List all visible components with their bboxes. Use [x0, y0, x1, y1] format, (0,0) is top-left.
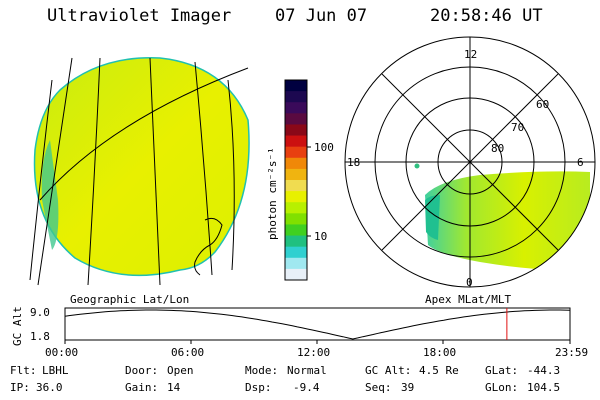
dsp-label: Dsp: [245, 381, 272, 394]
mode-label: Mode: [245, 364, 279, 377]
colorbar-unit: photon cm⁻²s⁻¹ [266, 147, 279, 240]
ip-value: 36.0 [36, 381, 63, 394]
glon-label: GLon: [485, 381, 519, 394]
lat-label-70: 70 [511, 121, 525, 134]
colorbar-swatch [285, 124, 307, 137]
colorbar-swatch [285, 168, 307, 181]
colorbar-swatch [285, 202, 307, 214]
lat-label-80: 80 [491, 142, 505, 155]
polar-image [344, 36, 596, 288]
mlt-label-6: 6 [577, 156, 584, 169]
seq-value: 39 [401, 381, 415, 394]
x-tick-2359: 23:59 [555, 346, 589, 359]
flt-label: Flt: [10, 364, 37, 377]
colorbar-tick-100: 100 [314, 141, 334, 154]
mode-value: Normal [287, 364, 327, 377]
altitude-ybottom: 1.8 [30, 330, 50, 343]
dsp-value: -9.4 [293, 381, 320, 394]
colorbar-swatch [285, 80, 307, 92]
altitude-plot [64, 307, 571, 344]
colorbar-swatch [285, 102, 307, 114]
colorbar [285, 80, 307, 281]
colorbar-swatch [285, 135, 307, 148]
glat-value: -44.3 [527, 364, 561, 377]
flt-value: LBHL [42, 364, 69, 377]
colorbar-swatch [285, 146, 307, 159]
colorbar-tick-10: 10 [314, 230, 328, 243]
mlt-label-18: 18 [347, 156, 361, 169]
colorbar-swatch [285, 157, 307, 170]
time-label: 20:58:46 UT [430, 6, 543, 26]
altitude-ytop: 9.0 [30, 306, 50, 319]
colorbar-swatch [285, 91, 307, 103]
geographic-label: Geographic Lat/Lon [70, 293, 190, 306]
colorbar-swatch [285, 235, 307, 248]
geographic-image [29, 57, 250, 286]
mlt-label-0: 0 [466, 276, 473, 289]
ip-label: IP: [10, 381, 30, 394]
glon-value: 104.5 [527, 381, 561, 394]
door-label: Door: [125, 364, 159, 377]
colorbar-swatch [285, 246, 307, 259]
colorbar-swatch [285, 180, 307, 192]
date-label: 07 Jun 07 [275, 6, 368, 26]
x-tick-0600: 06:00 [171, 346, 205, 359]
x-tick-0000: 00:00 [45, 346, 79, 359]
colorbar-swatch [285, 224, 307, 237]
colorbar-swatch [285, 213, 307, 225]
colorbar-swatch [285, 113, 307, 125]
lat-label-60: 60 [536, 98, 550, 111]
x-tick-1200: 12:00 [297, 346, 331, 359]
colorbar-swatch [285, 191, 307, 203]
gain-value: 14 [167, 381, 181, 394]
door-value: Open [167, 364, 194, 377]
instrument-title: Ultraviolet Imager [47, 6, 232, 26]
colorbar-swatch [285, 257, 307, 270]
x-tick-1800: 18:00 [423, 346, 457, 359]
gcalt-value: 4.5 Re [419, 364, 459, 377]
colorbar-frame [284, 79, 308, 281]
gain-label: Gain: [125, 381, 159, 394]
mlt-label-12: 12 [464, 48, 478, 61]
colorbar-swatch [285, 268, 307, 281]
glat-label: GLat: [485, 364, 519, 377]
apex-label: Apex MLat/MLT [425, 293, 512, 306]
gcalt-label: GC Alt: [365, 364, 412, 377]
altitude-ylabel: GC Alt [11, 306, 24, 346]
seq-label: Seq: [365, 381, 392, 394]
